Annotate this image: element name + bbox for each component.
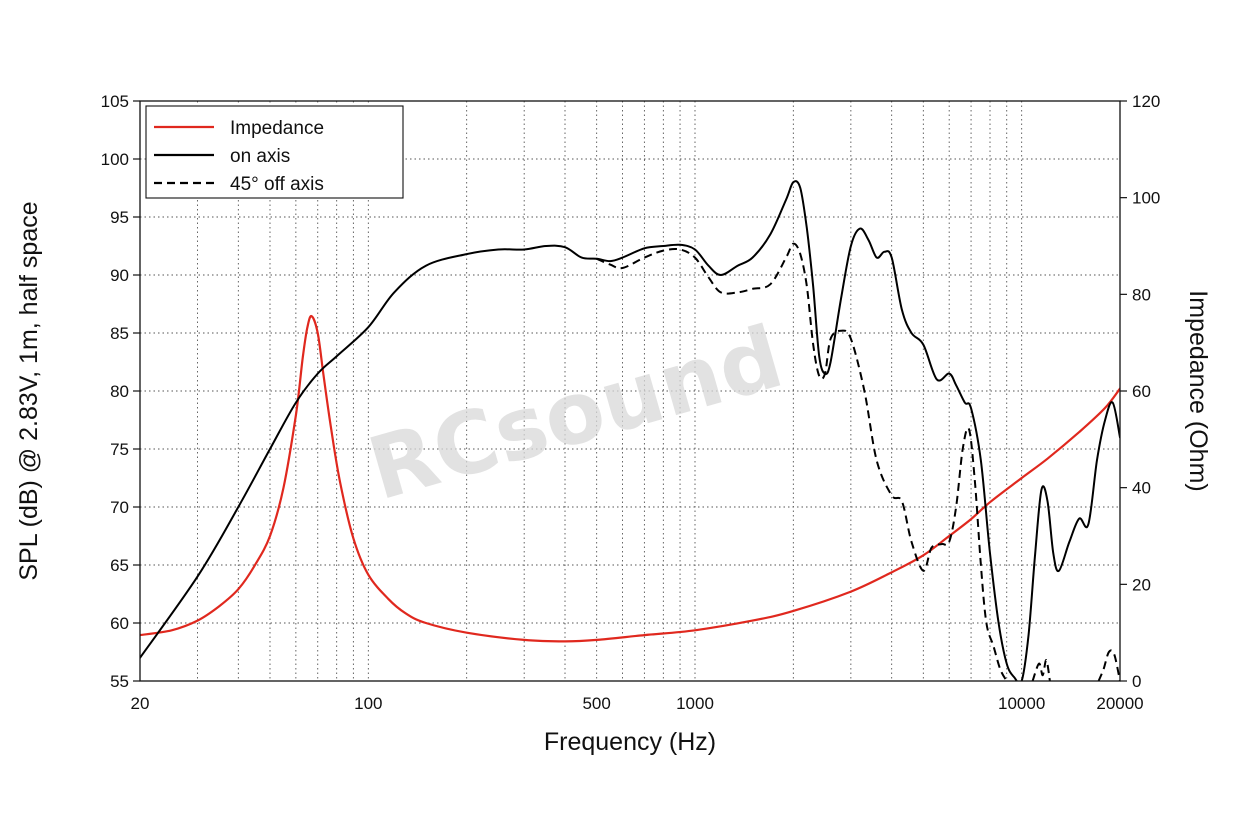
series-line-off-axis-fragment bbox=[1097, 649, 1120, 681]
series-line-on-axis bbox=[140, 180, 1120, 681]
y-right-tick-label: 100 bbox=[1132, 189, 1160, 208]
x-tick-label: 20000 bbox=[1096, 694, 1143, 713]
y-right-tick-label: 80 bbox=[1132, 285, 1151, 304]
series-line-impedance bbox=[140, 314, 1120, 643]
y-left-tick-label: 85 bbox=[110, 324, 129, 343]
legend-label: Impedance bbox=[230, 118, 324, 139]
x-axis-title: Frequency (Hz) bbox=[544, 728, 716, 756]
x-tick-label: 20 bbox=[131, 694, 150, 713]
y-left-tick-label: 55 bbox=[110, 672, 129, 691]
x-tick-label: 100 bbox=[354, 694, 382, 713]
series-line-off-axis-fragment bbox=[1031, 659, 1051, 681]
y-right-tick-label: 0 bbox=[1132, 672, 1141, 691]
y-left-tick-label: 105 bbox=[101, 92, 129, 111]
legend-label: on axis bbox=[230, 146, 290, 167]
y-right-tick-label: 60 bbox=[1132, 382, 1151, 401]
series-line-45-off-axis bbox=[596, 242, 1008, 681]
legend-label: 45° off axis bbox=[230, 174, 324, 195]
series-clipped bbox=[140, 180, 1120, 681]
y-right-tick-label: 120 bbox=[1132, 92, 1160, 111]
x-tick-label: 10000 bbox=[998, 694, 1045, 713]
x-tick-label: 1000 bbox=[676, 694, 714, 713]
watermark-logo: RCsound bbox=[358, 307, 793, 520]
series-group bbox=[140, 180, 1120, 681]
x-tick-label: 500 bbox=[582, 694, 610, 713]
tick-labels: 20 100 500 1000 10000 20000556065707580859095… bbox=[101, 92, 1161, 713]
legend-box bbox=[145, 105, 404, 199]
y-right-tick-label: 40 bbox=[1132, 479, 1151, 498]
y-left-tick-label: 90 bbox=[110, 266, 129, 285]
y-left-tick-label: 100 bbox=[101, 150, 129, 169]
y-left-tick-label: 80 bbox=[110, 382, 129, 401]
y-axis-right-title: Impedance (Ohm) bbox=[1184, 290, 1212, 491]
y-left-tick-label: 70 bbox=[110, 498, 129, 517]
y-left-tick-label: 75 bbox=[110, 440, 129, 459]
y-right-tick-label: 20 bbox=[1132, 575, 1151, 594]
y-left-tick-label: 95 bbox=[110, 208, 129, 227]
y-left-tick-label: 60 bbox=[110, 614, 129, 633]
legend: Impedance on axis 45° off axis bbox=[145, 105, 404, 199]
y-left-tick-label: 65 bbox=[110, 556, 129, 575]
y-axis-left-title: SPL (dB) @ 2.83V, 1m, half space bbox=[15, 201, 43, 580]
